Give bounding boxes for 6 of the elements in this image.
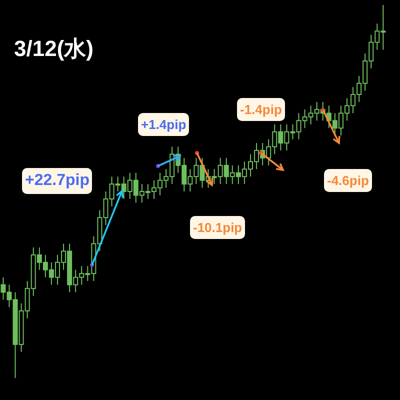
annotation: -4.6pip [324,169,372,192]
annotation: -10.1pip [190,216,246,239]
annotation: -1.4pip [237,98,285,121]
annotation: 3/12(水) [14,35,94,63]
annotation: +22.7pip [22,168,92,194]
annotation: +1.4pip [138,113,190,136]
